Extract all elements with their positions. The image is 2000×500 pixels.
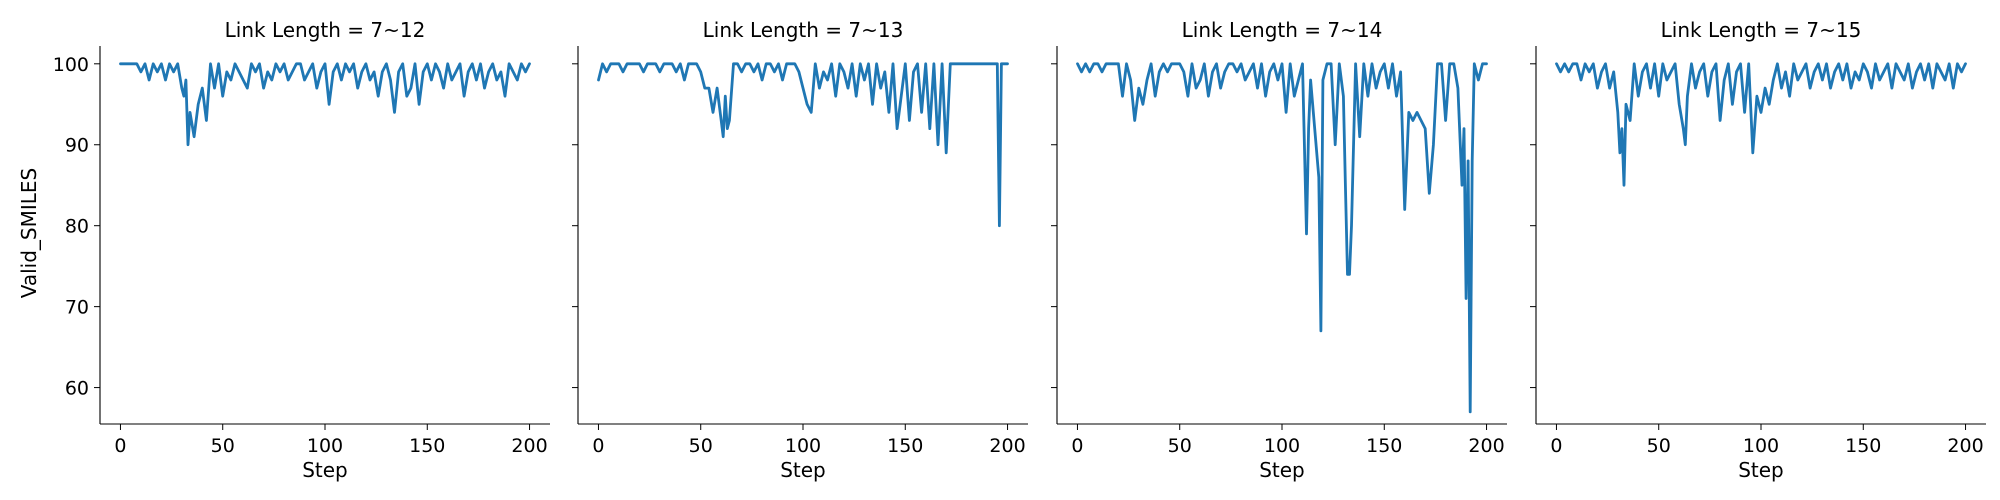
x-tick-label: 0	[1071, 435, 1083, 457]
x-tick-label: 150	[409, 435, 445, 457]
series-line	[1076, 62, 1488, 414]
series-line	[597, 62, 1009, 228]
x-tick-label: 150	[1845, 435, 1881, 457]
x-axis-label: Step	[302, 458, 348, 482]
panel-title: Link Length = 7~12	[225, 18, 426, 42]
x-tick-label: 50	[211, 435, 235, 457]
x-axis-label: Step	[780, 458, 826, 482]
y-tick-label: 70	[65, 297, 89, 319]
y-tick-label: 60	[65, 378, 89, 400]
x-tick-label: 0	[592, 435, 604, 457]
x-tick-label: 50	[689, 435, 713, 457]
x-tick-label: 0	[114, 435, 126, 457]
x-tick-label: 50	[1168, 435, 1192, 457]
x-tick-label: 0	[1550, 435, 1562, 457]
y-tick-label: 100	[53, 54, 89, 76]
x-tick-label: 200	[511, 435, 547, 457]
x-tick-label: 150	[887, 435, 923, 457]
panel-link-length-7-13: 0 50 100 150 200 Link Length = 7~13 Step	[572, 18, 1028, 482]
x-tick-label: 200	[989, 435, 1025, 457]
panel-link-length-7-12: 0 50 100 150 200 60 70 80 90 100 Link Length = 7~1…	[17, 18, 550, 482]
x-tick-label: 200	[1947, 435, 1983, 457]
panel-title: Link Length = 7~14	[1182, 18, 1383, 42]
y-axis-label: Valid_SMILES	[17, 168, 41, 299]
panel-link-length-7-15: 0 50 100 150 200 Link Length = 7~15 Step	[1530, 18, 1986, 482]
x-tick-label: 100	[307, 435, 343, 457]
panel-link-length-7-14: 0 50 100 150 200 Link Length = 7~14 Step	[1051, 18, 1507, 482]
panel-title: Link Length = 7~13	[703, 18, 904, 42]
panel-title: Link Length = 7~15	[1661, 18, 1862, 42]
x-tick-label: 100	[1264, 435, 1300, 457]
y-tick-label: 80	[65, 216, 89, 238]
x-tick-label: 150	[1366, 435, 1402, 457]
x-axis-label: Step	[1259, 458, 1305, 482]
series-line	[119, 62, 531, 147]
x-axis-label: Step	[1738, 458, 1784, 482]
x-tick-label: 100	[1743, 435, 1779, 457]
x-tick-label: 100	[785, 435, 821, 457]
x-tick-label: 200	[1468, 435, 1504, 457]
series-line	[1555, 62, 1967, 187]
y-tick-label: 90	[65, 135, 89, 157]
x-tick-label: 50	[1647, 435, 1671, 457]
